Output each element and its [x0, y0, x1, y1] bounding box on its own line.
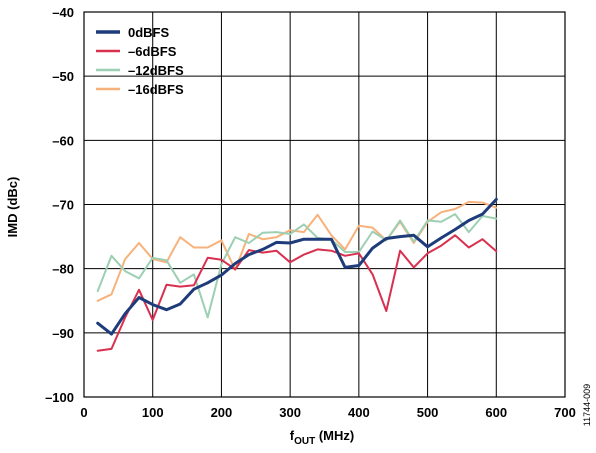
x-tick-label: 0	[80, 405, 87, 420]
x-axis-title-unit: (MHz)	[315, 428, 354, 443]
x-tick-label: 200	[211, 405, 233, 420]
x-axis-title-main: f	[290, 428, 295, 443]
series-line-1	[96, 234, 498, 352]
tick-labels: 0 100 200 300 400 500 600 700 –40 –50 –60 –70 –80 –90…	[45, 5, 576, 420]
plot-border	[83, 11, 566, 398]
legend-label: –6dBFS	[128, 44, 177, 59]
x-tick-label: 400	[348, 405, 370, 420]
legend-label: 0dBFS	[128, 25, 170, 40]
legend: 0dBFS –6dBFS –12dBFS –16dBFS	[96, 25, 184, 97]
figure-code: 11744-009	[582, 384, 592, 426]
x-tick-label: 600	[485, 405, 507, 420]
grid	[84, 12, 565, 397]
series-line-2	[96, 213, 498, 319]
legend-label: –12dBFS	[128, 63, 184, 78]
series-lines	[96, 197, 498, 352]
plot-frame	[83, 11, 566, 398]
y-tick-label: –50	[52, 69, 74, 84]
y-tick-label: –100	[45, 390, 74, 405]
y-tick-label: –40	[52, 5, 74, 20]
y-tick-label: –80	[52, 262, 74, 277]
legend-label: –16dBFS	[128, 82, 184, 97]
y-tick-label: –70	[52, 198, 74, 213]
x-tick-label: 100	[142, 405, 164, 420]
x-axis-title-subscript: OUT	[294, 436, 315, 447]
y-tick-label: –90	[52, 326, 74, 341]
x-axis-title: fOUT (MHz)	[290, 428, 354, 447]
x-tick-label: 300	[279, 405, 301, 420]
y-axis-title: IMD (dBc)	[5, 177, 20, 238]
y-tick-label: –60	[52, 133, 74, 148]
x-tick-label: 500	[417, 405, 439, 420]
series-line-0	[96, 197, 498, 336]
x-tick-label: 700	[554, 405, 576, 420]
